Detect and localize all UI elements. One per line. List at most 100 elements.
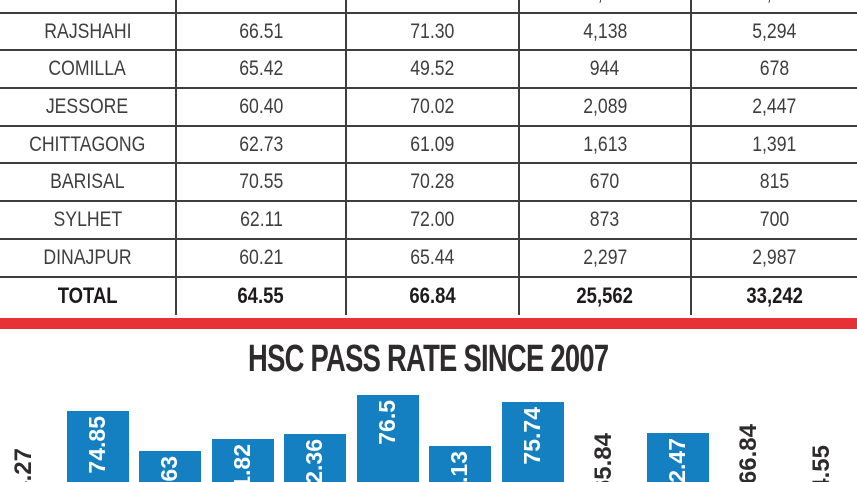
bar-label-2008: 74.85	[83, 415, 110, 474]
cell-board: CHITTAGONG	[0, 127, 175, 163]
pass-rate-value: 60.40	[238, 94, 284, 118]
cell-gpa5: 944	[518, 51, 690, 88]
gpa5-prev-value: 700	[759, 207, 790, 231]
bar-2014	[501, 402, 564, 482]
cell-pass-rate: 64.55	[175, 277, 345, 316]
gpa5-value: 873	[590, 207, 620, 231]
board-name: DINAJPUR	[43, 245, 132, 269]
board-name: BARISAL	[50, 170, 125, 194]
total-pass-rate: 64.55	[237, 283, 285, 309]
cell-pass-rate-prev: 70.28	[345, 164, 518, 201]
gpa5-value: 2,297	[582, 245, 628, 269]
pass-rate-prev-value: 70.02	[410, 94, 455, 118]
table-row: DHAKA 66.13 69.74 12,938 18,930	[0, 0, 857, 14]
pass-rate-prev-value: 61.09	[410, 132, 455, 156]
cell-pass-rate: 62.73	[175, 126, 345, 163]
bar-2013	[429, 446, 491, 482]
cell-gpa5-prev: 1,391	[690, 126, 857, 163]
pass-rate-prev-value: 49.52	[410, 57, 455, 81]
gpa5-prev-value: 18,930	[748, 0, 802, 6]
bar-label-2007: 64.27	[10, 448, 37, 482]
pass-rate-value: 60.21	[238, 245, 284, 269]
pass-rate-value: 70.55	[238, 170, 284, 194]
cell-gpa5: 2,089	[518, 89, 690, 125]
cell-pass-rate: 66.13	[175, 0, 345, 12]
cell-pass-rate: 65.42	[175, 51, 345, 88]
cell-gpa5: 12,938	[518, 0, 690, 12]
pass-rate-prev-value: 72.00	[410, 207, 455, 231]
pass-rate-prev-value: 70.28	[410, 170, 455, 194]
cell-board: DINAJPUR	[0, 240, 175, 276]
board-name: RAJSHAHI	[43, 19, 132, 43]
cell-pass-rate: 60.21	[175, 239, 345, 276]
chart-title-text: HSC PASS RATE SINCE 2007	[248, 338, 609, 380]
pass-rate-value: 66.13	[239, 0, 283, 6]
bar-label-2011: 72.36	[301, 439, 327, 482]
cell-board: TOTAL	[0, 278, 175, 316]
table-row: DINAJPUR 60.21 65.44 2,297 2,987	[0, 239, 857, 278]
cell-board: DHAKA	[0, 0, 175, 12]
bar-label-2012: 76.5	[373, 400, 400, 445]
cell-pass-rate-prev: 70.02	[345, 89, 518, 125]
bar-2009	[139, 450, 201, 482]
cell-pass-rate-prev: 49.52	[345, 51, 518, 88]
bar-label-2013: 71.13	[446, 451, 472, 482]
bar-2016	[646, 433, 709, 482]
board-name: JESSORE	[46, 94, 129, 118]
board-name: COMILLA	[48, 57, 127, 81]
cell-pass-rate: 62.11	[175, 202, 345, 238]
cell-gpa5-prev: 678	[690, 51, 857, 88]
cell-pass-rate-prev: 72.00	[345, 202, 518, 238]
bar-label-2014: 75.74	[518, 407, 545, 465]
chart-title: HSC PASS RATE SINCE 2007	[0, 340, 857, 378]
total-gpa5: 25,562	[576, 283, 634, 309]
gpa5-value: 2,089	[582, 94, 628, 118]
cell-gpa5: 4,138	[518, 13, 690, 50]
cell-gpa5: 2,297	[518, 239, 690, 276]
cell-pass-rate-prev: 69.74	[345, 0, 518, 12]
cell-pass-rate-prev: 61.09	[345, 126, 518, 163]
table-row: CHITTAGONG 62.73 61.09 1,613 1,391	[0, 126, 857, 165]
cell-gpa5-prev: 2,447	[690, 89, 857, 125]
bar-label-2015: 65.84	[590, 433, 617, 482]
cell-gpa5-prev: 700	[690, 202, 857, 238]
bar-label-2010: 71.82	[228, 444, 255, 482]
red-divider	[0, 318, 857, 329]
cell-gpa5: 670	[518, 164, 690, 201]
cell-pass-rate-prev: 65.44	[345, 239, 518, 276]
pass-rate-prev-value: 69.74	[410, 0, 454, 6]
cell-gpa5: 1,613	[518, 126, 690, 163]
board-name: SYLHET	[53, 207, 122, 231]
cell-board: RAJSHAHI	[0, 14, 175, 50]
cell-gpa5-prev: 33,242	[690, 277, 857, 316]
pass-rate-value: 62.11	[239, 207, 283, 231]
gpa5-prev-value: 2,447	[752, 94, 797, 118]
bar-label-2009: 70.63	[156, 456, 182, 482]
total-gpa5-prev: 33,242	[746, 283, 803, 309]
gpa5-prev-value: 678	[759, 57, 790, 81]
bar-2008	[66, 410, 129, 482]
table-row: RAJSHAHI 66.51 71.30 4,138 5,294	[0, 13, 857, 52]
gpa5-prev-value: 1,391	[752, 132, 797, 156]
gpa5-prev-value: 5,294	[752, 19, 797, 43]
cell-board: COMILLA	[0, 51, 175, 87]
gpa5-value: 670	[590, 170, 620, 194]
cell-gpa5: 25,562	[518, 277, 690, 316]
bar-2010	[211, 439, 274, 482]
gpa5-prev-value: 2,987	[752, 245, 797, 269]
gpa5-value: 4,138	[582, 19, 628, 43]
cell-pass-rate: 66.51	[175, 13, 345, 50]
cell-board: SYLHET	[0, 202, 175, 238]
total-label: TOTAL	[57, 283, 118, 309]
total-pass-rate-prev: 66.84	[409, 283, 456, 309]
table-row-total: TOTAL 64.55 66.84 25,562 33,242	[0, 277, 857, 316]
bar-label-2017: 66.84	[735, 423, 762, 482]
table-row: JESSORE 60.40 70.02 2,089 2,447	[0, 89, 857, 127]
cell-board: JESSORE	[0, 89, 175, 125]
gpa5-value: 1,613	[582, 132, 628, 156]
table-row: SYLHET 62.11 72.00 873 700	[0, 202, 857, 240]
board-name: CHITTAGONG	[29, 132, 146, 156]
gpa5-value: 12,938	[578, 0, 632, 6]
